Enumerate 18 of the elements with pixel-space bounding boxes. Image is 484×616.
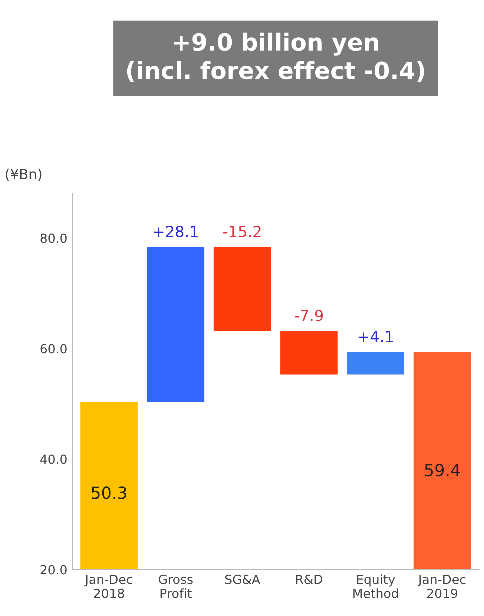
- data-label: 50.3: [92, 486, 126, 500]
- data-label: -15.2: [224, 226, 261, 238]
- chart-title: +9.0 billion yen (incl. forex effect -0.4): [127, 32, 424, 82]
- y-tick-label: 80.0: [40, 234, 67, 244]
- data-label: 59.4: [425, 464, 460, 477]
- x-tick-label: R&D: [296, 574, 322, 584]
- x-tick-label: Jan-Dec 2018: [84, 575, 132, 598]
- data-label: -7.9: [295, 310, 324, 322]
- x-tick-label: Gross Profit: [159, 574, 193, 598]
- y-tick-label: 60.0: [40, 344, 67, 354]
- y-axis-title: (¥Bn): [6, 168, 42, 182]
- x-tick-label: Jan-Dec 2019: [418, 575, 466, 598]
- data-label: +4.1: [358, 331, 393, 342]
- y-tick-label: 40.0: [40, 454, 67, 464]
- y-tick-label: 20.0: [40, 565, 67, 575]
- x-tick-label: SG&A: [225, 574, 260, 584]
- data-label: +28.1: [154, 226, 198, 238]
- x-tick-label: Equity Method: [354, 574, 398, 598]
